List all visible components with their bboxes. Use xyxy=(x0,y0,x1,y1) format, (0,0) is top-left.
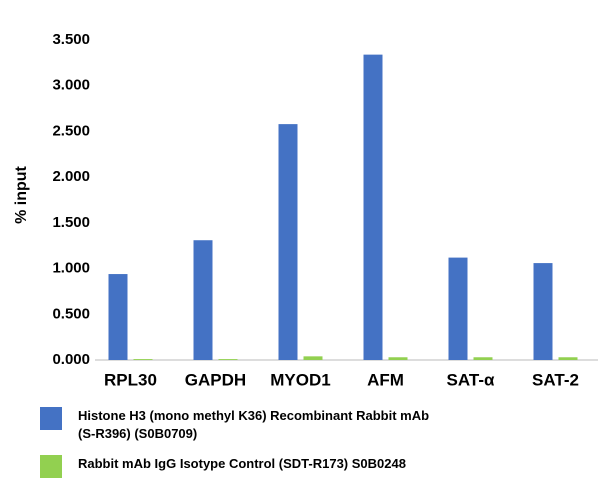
x-tick-label: RPL30 xyxy=(104,370,157,389)
y-tick-label: 1.000 xyxy=(52,260,90,277)
bar xyxy=(473,357,493,360)
legend-item: Histone H3 (mono methyl K36) Recombinant… xyxy=(40,407,448,443)
x-tick-label: GAPDH xyxy=(185,370,246,389)
y-tick-label: 3.000 xyxy=(52,77,90,94)
y-tick-label: 1.500 xyxy=(52,214,90,231)
y-tick-label: 3.500 xyxy=(52,31,90,48)
legend-label: Histone H3 (mono methyl K36) Recombinant… xyxy=(78,408,430,441)
y-tick-label: 0.000 xyxy=(52,351,90,368)
legend-item: Rabbit mAb IgG Isotype Control (SDT-R173… xyxy=(40,455,448,478)
x-tick-label: SAT-2 xyxy=(532,370,579,389)
bar xyxy=(278,124,298,360)
legend-swatch xyxy=(40,407,62,430)
x-tick-label: AFM xyxy=(367,370,404,389)
y-tick-label: 2.000 xyxy=(52,168,90,185)
bar xyxy=(533,263,553,360)
bar xyxy=(108,274,128,360)
legend-swatch xyxy=(40,455,62,478)
bar xyxy=(558,357,578,360)
bar xyxy=(193,240,213,360)
y-tick-label: 0.500 xyxy=(52,305,90,322)
plot: % input 0.000 0.500 1.000 1.500 2.000 2.500 3.… xyxy=(13,31,598,389)
bar xyxy=(388,357,408,360)
y-axis-label: % input xyxy=(13,165,30,223)
bar xyxy=(363,54,383,360)
y-tick-label: 2.500 xyxy=(52,122,90,139)
legend-label: Rabbit mAb IgG Isotype Control (SDT-R173… xyxy=(78,456,406,471)
x-tick-label: MYOD1 xyxy=(270,370,330,389)
bar xyxy=(133,359,153,360)
bar xyxy=(448,257,468,360)
x-tick-label: SAT-α xyxy=(447,370,495,389)
bar xyxy=(218,359,238,360)
bar xyxy=(303,356,323,360)
